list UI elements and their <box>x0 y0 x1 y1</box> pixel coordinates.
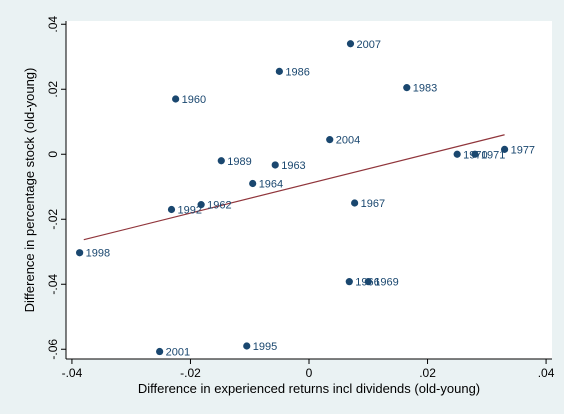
x-tick-label: -.02 <box>180 366 201 380</box>
point-label: 1963 <box>281 160 305 172</box>
point-label: 1992 <box>177 205 201 217</box>
y-tick-label: -.04 <box>46 274 60 295</box>
data-point <box>172 95 180 103</box>
y-tick-label: -.02 <box>46 209 60 230</box>
point-label: 1962 <box>207 200 231 212</box>
x-tick-label: -.04 <box>62 366 83 380</box>
point-label: 2004 <box>336 135 360 147</box>
fit-line-layer <box>83 134 505 241</box>
data-point <box>76 249 84 257</box>
data-point <box>197 201 205 209</box>
y-tick-label: 0 <box>46 151 60 158</box>
data-point <box>351 199 359 207</box>
point-label: 1983 <box>413 83 437 95</box>
point-label: 1971 <box>481 149 505 161</box>
data-point <box>453 150 461 158</box>
data-point <box>217 157 225 165</box>
point-label: 1977 <box>511 144 535 156</box>
point-label: 2007 <box>356 39 380 51</box>
data-point <box>346 40 355 48</box>
plot-area <box>66 21 552 359</box>
data-point <box>243 342 251 350</box>
points-layer: 2007198619831960200419771970197119891963… <box>76 39 535 359</box>
x-tick-label: .04 <box>538 366 555 380</box>
axes: -.04 -.02 0.02.04-.06-.04-.020.02.04 <box>46 16 555 380</box>
x-tick-label: .02 <box>419 366 436 380</box>
data-point <box>471 150 479 158</box>
y-tick-label: .02 <box>46 81 60 98</box>
point-label: 1986 <box>285 66 309 78</box>
point-label: 1995 <box>253 341 277 353</box>
data-point <box>364 278 372 286</box>
point-label: 1964 <box>259 179 283 191</box>
x-tick-label: 0 <box>306 366 313 380</box>
data-point <box>345 278 353 286</box>
data-point <box>249 179 257 188</box>
point-label: 1998 <box>86 248 110 260</box>
data-point <box>403 84 411 92</box>
data-point <box>156 347 164 356</box>
data-point <box>271 161 279 169</box>
data-point <box>275 67 283 75</box>
data-point <box>500 145 509 153</box>
point-label: 1989 <box>227 156 251 168</box>
point-label: 1960 <box>182 94 206 106</box>
y-axis-label: Difference in percentage stock (old-youn… <box>22 68 37 313</box>
point-label: 1967 <box>361 198 385 210</box>
data-point <box>326 136 334 144</box>
data-point <box>167 205 176 214</box>
point-label: 2001 <box>166 347 190 359</box>
point-label: 1969 <box>374 277 398 289</box>
y-tick-label: -.06 <box>46 339 60 360</box>
y-tick-label: .04 <box>46 16 60 33</box>
fit-line <box>83 134 505 241</box>
x-axis-label: Difference in experienced returns incl d… <box>138 381 480 396</box>
